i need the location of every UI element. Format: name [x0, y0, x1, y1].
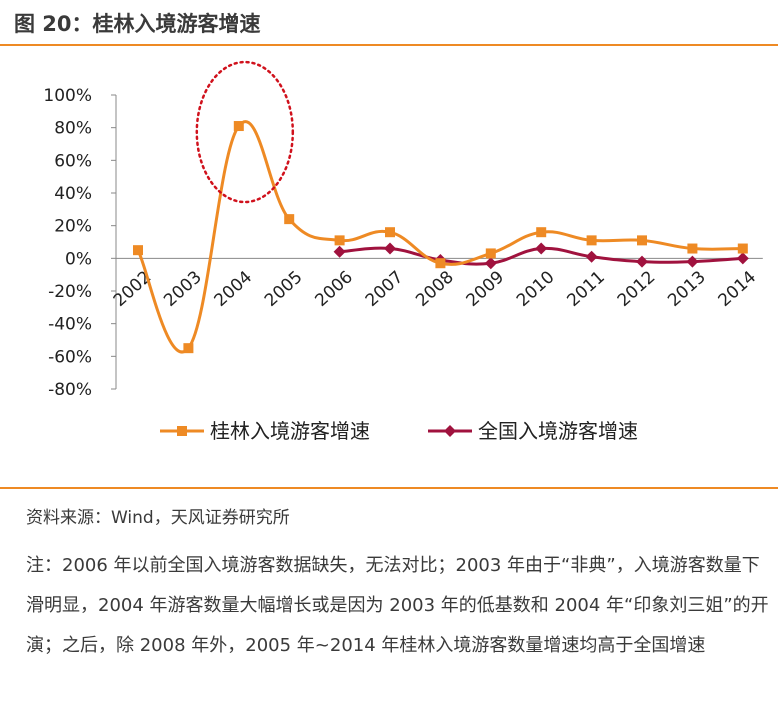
data-point-guilin	[586, 235, 597, 246]
data-point-national	[736, 252, 749, 265]
line-chart: 100%80%60%40%20%0%-20%-40%-60%-80%2002 20…	[43, 60, 763, 443]
x-tick-label: 2009	[463, 267, 509, 311]
data-point-guilin	[183, 343, 194, 354]
figure-title: 图 20：桂林入境游客增速	[14, 12, 261, 36]
data-point-national	[535, 242, 548, 255]
y-tick-label: 0%	[65, 249, 92, 269]
x-tick-label: 2004	[211, 267, 257, 311]
y-tick-label: -60%	[48, 347, 92, 367]
x-tick-label: 2005	[261, 267, 307, 311]
data-point-guilin	[284, 214, 295, 225]
x-tick-label: 2010	[513, 267, 559, 311]
note-text: 注：2006 年以前全国入境游客数据缺失，无法对比；2003 年由于“非典”，入…	[26, 555, 769, 656]
y-tick-label: 40%	[54, 184, 92, 204]
x-tick-label: 2002	[110, 267, 156, 311]
legend-marker-national	[444, 425, 456, 437]
series-line-guilin	[136, 120, 743, 354]
data-point-guilin	[687, 243, 698, 254]
data-point-national	[333, 245, 346, 258]
x-tick-label: 2011	[563, 267, 609, 311]
data-point-guilin	[334, 235, 345, 246]
y-tick-label: 60%	[54, 151, 92, 171]
legend-label-guilin: 桂林入境游客增速	[210, 419, 370, 443]
data-point-guilin	[485, 248, 496, 259]
annotation-ellipse	[195, 60, 295, 204]
y-tick-label: 80%	[54, 119, 92, 139]
data-point-guilin	[435, 258, 446, 269]
data-point-guilin	[133, 245, 143, 256]
y-tick-label: -40%	[48, 315, 92, 335]
x-tick-label: 2012	[614, 267, 660, 311]
data-point-national	[384, 242, 396, 255]
data-point-guilin	[737, 243, 748, 254]
x-tick-label: 2003	[160, 267, 206, 311]
data-point-national	[636, 255, 648, 268]
y-tick-label: -80%	[48, 380, 92, 400]
x-tick-label: 2008	[412, 267, 458, 311]
legend-marker-guilin	[177, 426, 187, 436]
legend-label-national: 全国入境游客增速	[478, 419, 638, 443]
x-tick-label: 2007	[362, 267, 408, 311]
source-text: 资料来源：Wind，天风证券研究所	[26, 508, 290, 528]
figure-header: 图 20：桂林入境游客增速	[0, 0, 778, 46]
data-point-national	[585, 250, 598, 263]
data-point-guilin	[233, 121, 244, 132]
data-point-national	[686, 255, 699, 268]
y-tick-label: 100%	[43, 86, 92, 106]
data-point-guilin	[536, 227, 547, 238]
data-point-national	[484, 257, 497, 270]
y-tick-label: 20%	[54, 217, 92, 237]
x-tick-label: 2014	[715, 267, 761, 311]
footer-divider	[0, 487, 778, 489]
x-tick-label: 2013	[664, 267, 710, 311]
y-tick-label: -20%	[48, 282, 92, 302]
data-point-guilin	[637, 235, 647, 246]
x-tick-label: 2006	[311, 267, 357, 311]
data-point-guilin	[385, 227, 395, 238]
